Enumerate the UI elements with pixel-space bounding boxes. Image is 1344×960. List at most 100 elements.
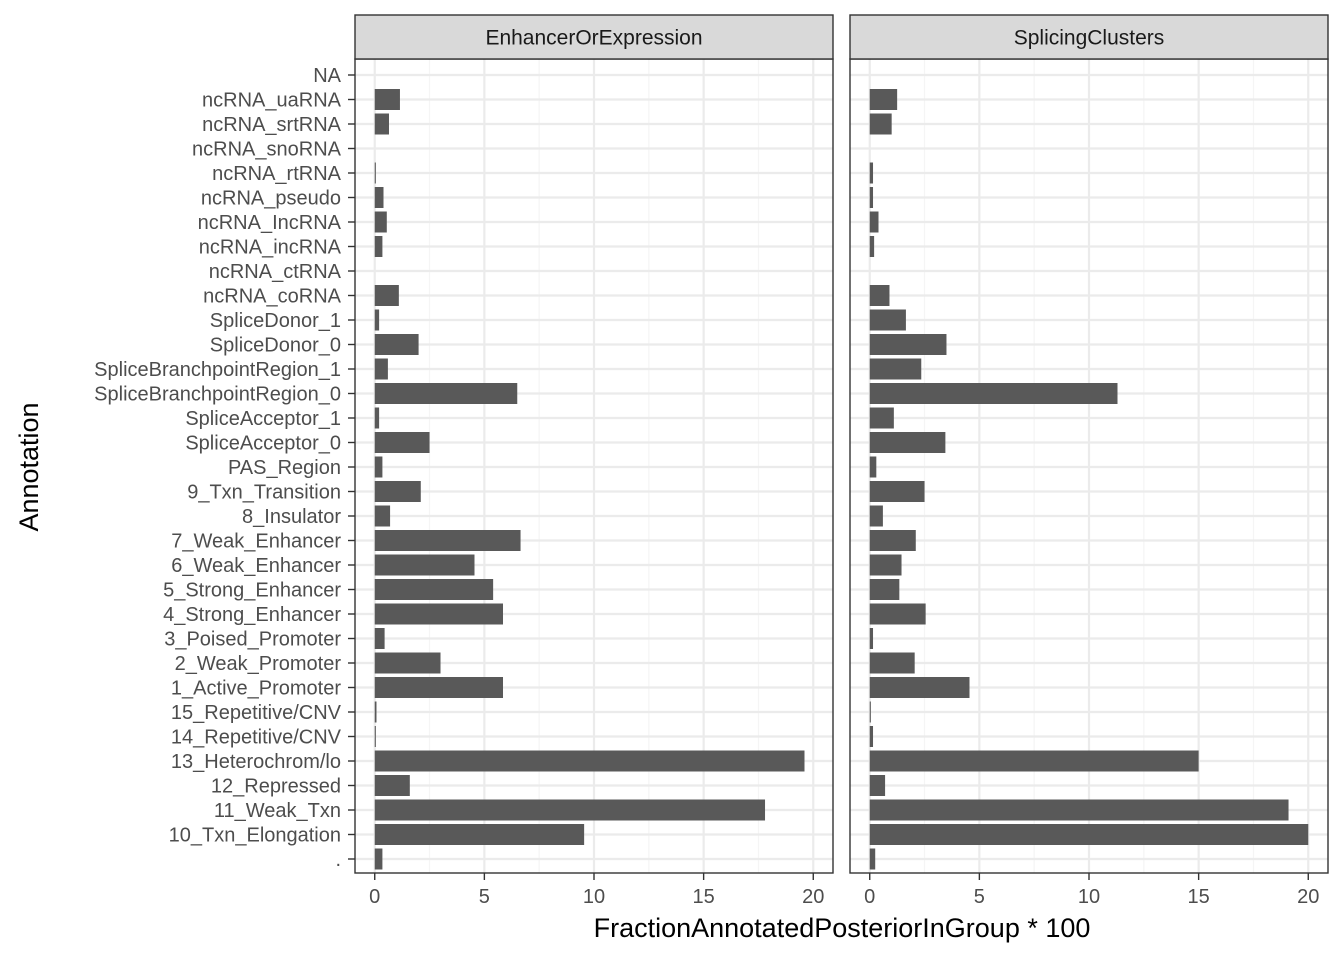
y-tick-label-ncrna-uarna: ncRNA_uaRNA — [202, 90, 342, 112]
bar-enhancerorexpression-spliceacceptor-1 — [374, 407, 380, 429]
bar-enhancerorexpression-pas-region — [374, 456, 383, 478]
bar-splicingclusters-4-strong-enhancer — [869, 603, 926, 625]
bar-enhancerorexpression-ncrna-rtrna — [374, 162, 376, 184]
bar-enhancerorexpression-2-weak-promoter — [374, 652, 441, 674]
x-tick-label: 15 — [1188, 886, 1210, 908]
y-tick-label-ncrna-incrna: ncRNA_incRNA — [199, 237, 342, 259]
y-tick-label-7-weak-enhancer: 7_Weak_Enhancer — [171, 531, 341, 553]
y-tick-label-spliceacceptor-1: SpliceAcceptor_1 — [185, 408, 341, 430]
bar-splicingclusters-ncrna-srtrna — [869, 113, 892, 135]
bar-splicingclusters-blank — [869, 848, 876, 870]
y-tick-label-blank: . — [335, 849, 341, 871]
bar-splicingclusters-ncrna-corna — [869, 285, 890, 306]
bar-splicingclusters-2-weak-promoter — [869, 652, 915, 674]
bar-enhancerorexpression-8-insulator — [374, 505, 391, 527]
bar-enhancerorexpression-splicebranchpointregion-1 — [374, 358, 388, 380]
bar-splicingclusters-15-repetitive-cnv — [869, 701, 871, 723]
bar-enhancerorexpression-9-txn-transition — [374, 481, 421, 502]
y-tick-label-5-strong-enhancer: 5_Strong_Enhancer — [163, 580, 341, 602]
y-tick-label-14-repetitive-cnv: 14_Repetitive/CNV — [171, 727, 342, 749]
y-tick-label-8-insulator: 8_Insulator — [242, 506, 341, 528]
x-tick-label: 20 — [1297, 886, 1319, 908]
y-axis-tick-labels: NAncRNA_uaRNAncRNA_srtRNAncRNA_snoRNAncR… — [94, 65, 355, 871]
bar-enhancerorexpression-5-strong-enhancer — [374, 579, 494, 600]
y-tick-label-11-weak-txn: 11_Weak_Txn — [214, 800, 341, 822]
x-tick-label: 15 — [693, 886, 715, 908]
bar-enhancerorexpression-ncrna-srtrna — [374, 113, 389, 135]
y-tick-label-6-weak-enhancer: 6_Weak_Enhancer — [171, 555, 341, 577]
bar-enhancerorexpression-ncrna-pseudo — [374, 187, 384, 208]
y-tick-label-3-poised-promoter: 3_Poised_Promoter — [164, 629, 341, 651]
facet-strip — [354, 14, 834, 60]
y-tick-label-2-weak-promoter: 2_Weak_Promoter — [175, 653, 342, 675]
bar-splicingclusters-ncrna-pseudo — [869, 187, 874, 208]
bar-enhancerorexpression-3-poised-promoter — [374, 628, 385, 649]
bar-splicingclusters-5-strong-enhancer — [869, 579, 900, 600]
bar-splicingclusters-ncrna-uarna — [869, 89, 898, 110]
bar-enhancerorexpression-4-strong-enhancer — [374, 603, 504, 625]
bar-splicingclusters-spliceacceptor-1 — [869, 407, 894, 429]
bar-splicingclusters-3-poised-promoter — [869, 628, 874, 649]
bar-splicingclusters-splicebranchpointregion-1 — [869, 358, 922, 380]
y-axis-title: Annotation — [14, 402, 44, 531]
bar-enhancerorexpression-ncrna-incrna — [374, 211, 387, 233]
y-tick-label-ncrna-srtrna: ncRNA_srtRNA — [202, 114, 342, 136]
bar-splicingclusters-ncrna-rtrna — [869, 162, 874, 184]
bar-splicingclusters-11-weak-txn — [869, 799, 1289, 821]
bar-splicingclusters-ncrna-incrna — [869, 236, 875, 257]
y-tick-label-ncrna-ctrna: ncRNA_ctRNA — [209, 261, 342, 283]
bar-enhancerorexpression-15-repetitive-cnv — [374, 701, 377, 723]
bar-enhancerorexpression-blank — [374, 848, 383, 870]
y-tick-label-ncrna-snorna: ncRNA_snoRNA — [192, 139, 342, 161]
bar-splicingclusters-splicedonor-1 — [869, 309, 906, 331]
x-tick-label: 5 — [974, 886, 985, 908]
bar-splicingclusters-13-heterochrom-lo — [869, 750, 1199, 772]
bar-enhancerorexpression-ncrna-uarna — [374, 89, 400, 110]
bar-enhancerorexpression-splicebranchpointregion-0 — [374, 383, 518, 404]
y-tick-label-spliceacceptor-0: SpliceAcceptor_0 — [185, 433, 341, 455]
facet-strip-label: SplicingClusters — [1014, 27, 1165, 50]
bar-enhancerorexpression-11-weak-txn — [374, 799, 766, 821]
bar-splicingclusters-1-active-promoter — [869, 677, 970, 698]
x-axis-title: FractionAnnotatedPosteriorInGroup * 100 — [594, 913, 1091, 943]
bar-enhancerorexpression-1-active-promoter — [374, 677, 504, 698]
x-tick-label: 20 — [802, 886, 824, 908]
bar-enhancerorexpression-12-repressed — [374, 775, 410, 796]
y-tick-label-ncrna-pseudo: ncRNA_pseudo — [201, 188, 341, 210]
bar-splicingclusters-ncrna-incrna — [869, 211, 879, 233]
y-tick-label-splicedonor-0: SpliceDonor_0 — [210, 335, 341, 357]
y-tick-label-15-repetitive-cnv: 15_Repetitive/CNV — [171, 702, 342, 724]
x-tick-label: 10 — [1078, 886, 1100, 908]
bar-enhancerorexpression-14-repetitive-cnv — [374, 726, 376, 747]
x-tick-label: 0 — [864, 886, 875, 908]
y-tick-label-9-txn-transition: 9_Txn_Transition — [187, 482, 341, 504]
bar-enhancerorexpression-6-weak-enhancer — [374, 554, 475, 576]
bar-splicingclusters-pas-region — [869, 456, 877, 478]
bar-enhancerorexpression-splicedonor-0 — [374, 334, 419, 355]
y-tick-label-splicebranchpointregion-1: SpliceBranchpointRegion_1 — [94, 359, 341, 381]
bar-splicingclusters-splicebranchpointregion-0 — [869, 383, 1118, 404]
x-tick-label: 5 — [479, 886, 490, 908]
y-tick-label-4-strong-enhancer: 4_Strong_Enhancer — [163, 604, 341, 626]
y-tick-label-13-heterochrom-lo: 13_Heterochrom/lo — [171, 751, 341, 773]
bar-splicingclusters-spliceacceptor-0 — [869, 432, 946, 453]
bar-splicingclusters-10-txn-elongation — [869, 824, 1309, 845]
bar-splicingclusters-14-repetitive-cnv — [869, 726, 874, 747]
y-tick-label-1-active-promoter: 1_Active_Promoter — [171, 678, 341, 700]
y-tick-label-splicebranchpointregion-0: SpliceBranchpointRegion_0 — [94, 384, 341, 406]
bar-enhancerorexpression-splicedonor-1 — [374, 309, 380, 331]
bar-splicingclusters-12-repressed — [869, 775, 886, 796]
bar-splicingclusters-7-weak-enhancer — [869, 530, 916, 551]
facet-strip-label: EnhancerOrExpression — [485, 27, 702, 50]
bar-enhancerorexpression-ncrna-incrna — [374, 236, 383, 257]
y-tick-label-na: NA — [313, 65, 341, 87]
x-tick-label: 10 — [583, 886, 605, 908]
bar-splicingclusters-6-weak-enhancer — [869, 554, 902, 576]
y-tick-label-ncrna-corna: ncRNA_coRNA — [203, 286, 341, 308]
panel-splicingclusters: SplicingClusters 0 5 10 15 20 — [849, 14, 1329, 908]
y-tick-label-ncrna-rtrna: ncRNA_rtRNA — [212, 163, 342, 185]
y-tick-label-pas-region: PAS_Region — [228, 457, 341, 479]
bar-splicingclusters-splicedonor-0 — [869, 334, 947, 355]
facet-strip — [849, 14, 1329, 60]
bar-enhancerorexpression-13-heterochrom-lo — [374, 750, 805, 772]
